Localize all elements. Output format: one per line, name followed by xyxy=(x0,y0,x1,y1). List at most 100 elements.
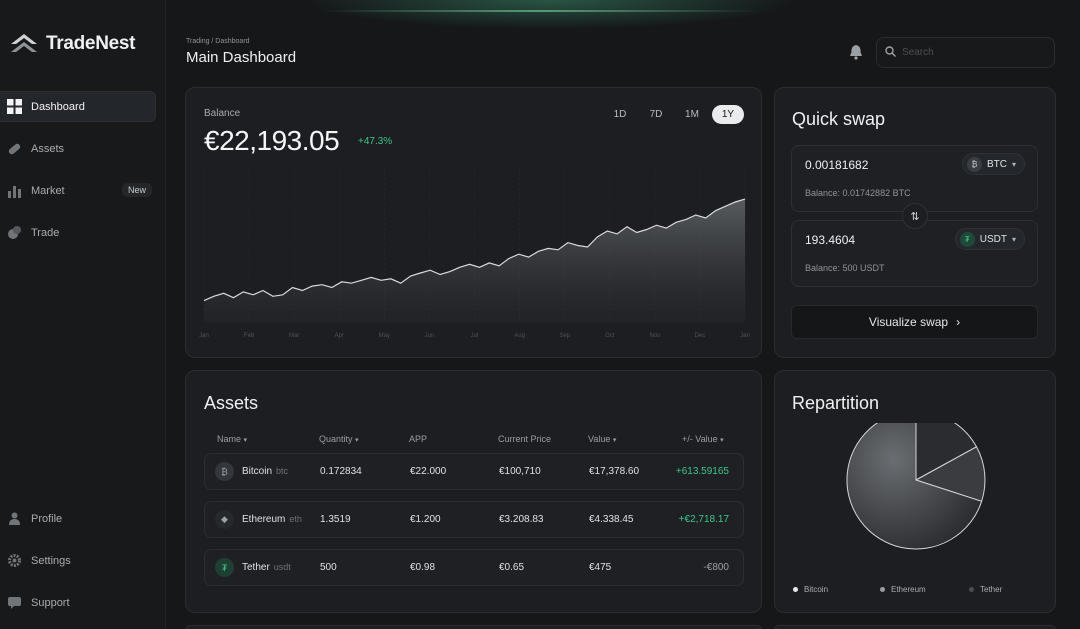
asset-value: €4.338.45 xyxy=(589,514,634,525)
pie-slice-ethereum[interactable] xyxy=(914,446,986,502)
asset-value: €475 xyxy=(589,562,612,573)
repartition-title: Repartition xyxy=(792,393,880,413)
search-input[interactable] xyxy=(902,47,1042,58)
balance-value: €22,193.05 xyxy=(204,125,340,156)
asset-app: €1.200 xyxy=(410,514,441,525)
sidebar-item-label: Settings xyxy=(31,554,71,567)
chat-icon xyxy=(6,595,22,611)
sidebar-item-dashboard[interactable]: Dashboard xyxy=(0,91,156,122)
asset-price: €100,710 xyxy=(499,466,541,477)
x-tick-label: May xyxy=(379,333,390,339)
legend-item-tether: Tether xyxy=(969,585,1002,594)
range-tab-1y[interactable]: 1Y xyxy=(712,105,744,124)
asset-name: Bitcoin btc xyxy=(242,466,289,477)
asset-price: €0.65 xyxy=(499,562,525,573)
visualize-swap-label: Visualize swap xyxy=(868,315,949,329)
swap-to-token: USDT xyxy=(979,233,1007,245)
sidebar-item-settings[interactable]: Settings xyxy=(0,545,156,576)
legend-item-bitcoin: Bitcoin xyxy=(793,585,828,594)
sidebar-item-profile[interactable]: Profile xyxy=(0,503,156,534)
visualize-swap-button[interactable]: Visualize swap › xyxy=(791,305,1038,339)
sidebar-item-label: Support xyxy=(31,596,70,609)
asset-pl: -€800 xyxy=(703,562,729,573)
legend-item-ethereum: Ethereum xyxy=(880,585,926,594)
sort-icon: ▾ xyxy=(720,437,724,444)
search-bar[interactable] xyxy=(876,37,1055,68)
x-tick-label: Nov xyxy=(649,333,660,339)
sidebar-item-market[interactable]: Market New xyxy=(0,175,156,206)
balance-chart: Jan Feb Mar Apr May Jun Jul Aug Sep Oct Nov Dec Jan xyxy=(199,168,750,339)
x-tick-label: Jan xyxy=(199,333,209,339)
quick-swap-card: Quick swap 0.00181682 ₿ BTC ▾ Balance: 0… xyxy=(774,87,1056,358)
chevron-right-icon: › xyxy=(956,315,961,329)
swap-from-balance: Balance: 0.01742882 BTC xyxy=(805,188,911,198)
sort-icon: ▾ xyxy=(355,437,359,444)
asset-quantity: 1.3519 xyxy=(320,514,351,525)
x-tick-label: Mar xyxy=(289,333,299,339)
swap-from-box[interactable]: 0.00181682 ₿ BTC ▾ Balance: 0.01742882 B… xyxy=(791,145,1038,212)
chart-area xyxy=(204,199,745,323)
asset-app: €0.98 xyxy=(410,562,436,573)
x-tick-label: Jan xyxy=(740,333,750,339)
ethereum-icon: ◆ xyxy=(215,510,234,529)
column-header-current-price[interactable]: Current Price xyxy=(498,434,552,444)
tether-icon: ₮ xyxy=(959,231,975,247)
pie-slice-tether[interactable] xyxy=(915,423,978,481)
tether-icon: ₮ xyxy=(215,558,234,577)
column-header-pl[interactable]: +/- Value ▾ xyxy=(682,434,724,444)
legend-dot xyxy=(969,587,974,592)
x-tick-label: Sep xyxy=(559,333,570,339)
swap-to-amount[interactable]: 193.4604 xyxy=(805,233,856,247)
bitcoin-icon: ₿ xyxy=(215,462,234,481)
swap-to-balance: Balance: 500 USDT xyxy=(805,263,885,273)
sidebar: TradeNest Dashboard Assets Market New Tr… xyxy=(0,0,166,629)
x-tick-label: Feb xyxy=(244,333,255,339)
column-header-name[interactable]: Name ▾ xyxy=(217,434,248,444)
swap-arrows-icon: ⇅ xyxy=(910,210,920,223)
x-tick-label: Oct xyxy=(605,333,615,339)
logo-text: TradeNest xyxy=(46,33,136,54)
grid-icon xyxy=(6,99,22,115)
breadcrumb: Trading / Dashboard xyxy=(186,38,250,45)
column-header-value[interactable]: Value ▾ xyxy=(588,434,617,444)
notification-bell-icon[interactable] xyxy=(848,44,864,65)
sidebar-item-label: Market xyxy=(31,184,65,197)
swap-to-token-select[interactable]: ₮ USDT ▾ xyxy=(954,228,1025,250)
column-header-app[interactable]: APP xyxy=(409,434,428,444)
swap-direction-button[interactable]: ⇅ xyxy=(902,203,928,229)
swap-from-amount[interactable]: 0.00181682 xyxy=(805,158,869,172)
asset-price: €3.208.83 xyxy=(499,514,544,525)
column-header-quantity[interactable]: Quantity ▾ xyxy=(319,434,359,444)
assets-title: Assets xyxy=(204,393,259,413)
pie-slice-bitcoin[interactable] xyxy=(846,423,983,550)
asset-quantity: 0.172834 xyxy=(320,466,362,477)
sidebar-item-trade[interactable]: Trade xyxy=(0,217,156,248)
balance-card: Balance €22,193.05 +47.3% 1D 7D 1M 1Y Ja… xyxy=(185,87,762,358)
x-tick-label: Dec xyxy=(695,333,706,339)
swap-from-token-select[interactable]: ₿ BTC ▾ xyxy=(961,153,1025,175)
range-tabs: 1D 7D 1M 1Y xyxy=(604,105,744,124)
table-row[interactable]: ₿ Bitcoin btc 0.172834 €22.000 €100,710 €… xyxy=(204,453,744,490)
logo[interactable]: TradeNest xyxy=(8,30,135,58)
asset-name: Tether usdt xyxy=(242,562,291,573)
gear-icon xyxy=(6,553,22,569)
swap-to-box[interactable]: 193.4604 ₮ USDT ▾ Balance: 500 USDT xyxy=(791,220,1038,287)
bar-chart-icon xyxy=(6,183,22,199)
table-row[interactable]: ◆ Ethereum eth 1.3519 €1.200 €3.208.83 €4… xyxy=(204,501,744,538)
range-tab-1d[interactable]: 1D xyxy=(613,109,627,120)
x-tick-label: Apr xyxy=(335,333,344,339)
sidebar-item-assets[interactable]: Assets xyxy=(0,133,156,164)
legend-dot xyxy=(793,587,798,592)
pill-icon xyxy=(6,141,22,157)
balance-label: Balance xyxy=(204,108,241,119)
swap-from-token: BTC xyxy=(986,158,1007,170)
balance-change: +47.3% xyxy=(358,136,393,147)
asset-name: Ethereum eth xyxy=(242,514,302,525)
range-tab-7d[interactable]: 7D xyxy=(649,109,663,120)
table-row[interactable]: ₮ Tether usdt 500 €0.98 €0.65 €475 -€800 xyxy=(204,549,744,586)
bitcoin-icon: ₿ xyxy=(966,156,982,172)
range-tab-1m[interactable]: 1M xyxy=(685,109,699,120)
asset-quantity: 500 xyxy=(320,562,337,573)
x-tick-label: Jun xyxy=(425,333,435,339)
sidebar-item-support[interactable]: Support xyxy=(0,587,156,618)
